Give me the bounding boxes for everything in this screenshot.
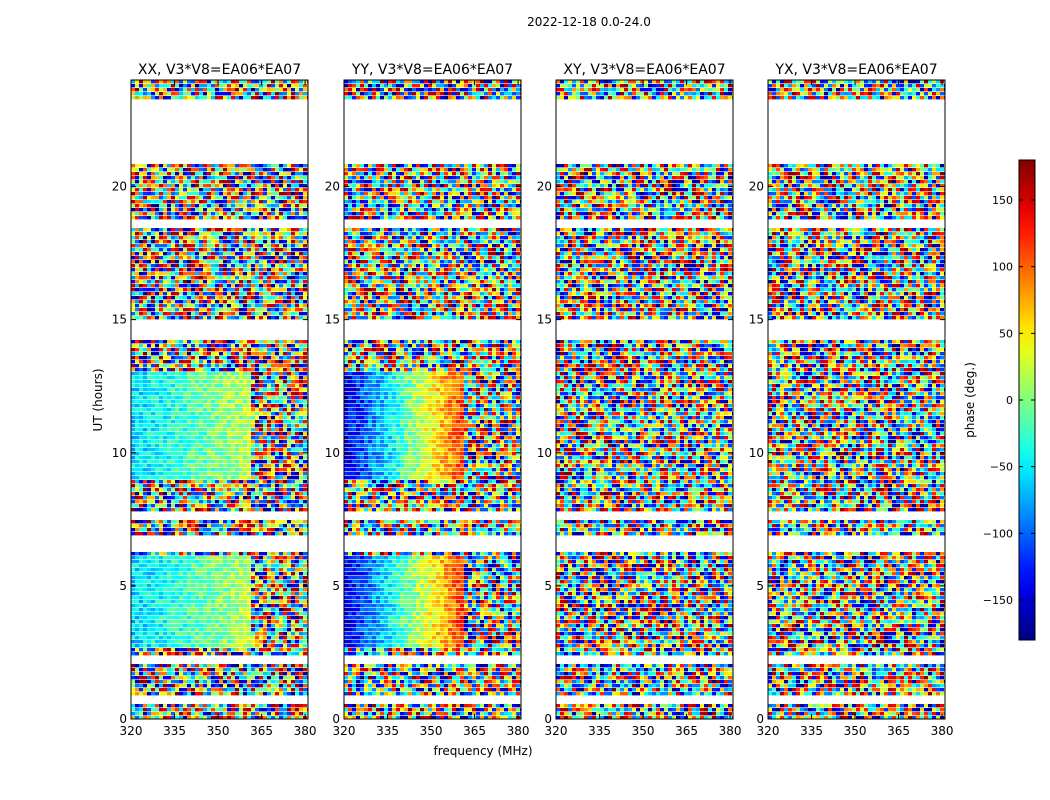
y-tick-label: 0	[544, 712, 552, 726]
x-tick-label: 365	[887, 724, 910, 738]
x-tick-label: 350	[207, 724, 230, 738]
panel-xy: XY, V3*V8=EA06*EA07 320 335 350 365 380 0 5 10 15…	[537, 62, 742, 738]
panel-frame	[130, 79, 309, 720]
y-axis-label: UT (hours)	[91, 368, 105, 431]
colorbar-tick-label: −100	[983, 527, 1013, 540]
y-tick-label: 15	[112, 313, 127, 327]
panels-group: XX, V3*V8=EA06*EA07 320 335 350 365 380 0 5 10 15…	[112, 62, 954, 738]
x-tick-label: 365	[675, 724, 698, 738]
phase-heatmap-xy	[556, 80, 733, 719]
phase-heatmap-yy	[344, 80, 521, 719]
y-tick-label: 15	[749, 313, 764, 327]
y-tick-label: 5	[119, 579, 127, 593]
y-tick-label: 5	[756, 579, 764, 593]
y-tick-label: 20	[112, 180, 127, 194]
colorbar-label: phase (deg.)	[963, 362, 977, 438]
x-tick-label: 320	[333, 724, 356, 738]
x-tick-label: 335	[376, 724, 399, 738]
x-tick-label: 350	[420, 724, 443, 738]
colorbar-tick-label: 0	[1006, 394, 1013, 407]
x-tick-label: 350	[844, 724, 867, 738]
phase-heatmap-xx	[131, 80, 308, 719]
x-tick-label: 380	[294, 724, 317, 738]
panel-yx: YX, V3*V8=EA06*EA07 320 335 350 365 380 0 5 10 15…	[749, 62, 954, 738]
y-tick-label: 10	[325, 446, 340, 460]
colorbar: 150 100 50 0 −50 −100 −150	[983, 159, 1036, 641]
y-tick-label: 0	[119, 712, 127, 726]
y-tick-label: 0	[332, 712, 340, 726]
x-tick-label: 335	[163, 724, 186, 738]
x-tick-label: 335	[588, 724, 611, 738]
x-tick-label: 380	[931, 724, 954, 738]
panel-title: YY, V3*V8=EA06*EA07	[351, 62, 513, 78]
y-tick-label: 5	[544, 579, 552, 593]
panel-frame	[555, 79, 734, 720]
x-tick-label: 380	[507, 724, 530, 738]
x-tick-label: 380	[719, 724, 742, 738]
panel-xx: XX, V3*V8=EA06*EA07 320 335 350 365 380 0 5 10 15…	[112, 62, 317, 738]
y-tick-label: 10	[749, 446, 764, 460]
panel-title: XX, V3*V8=EA06*EA07	[138, 62, 301, 78]
y-tick-label: 10	[112, 446, 127, 460]
y-tick-label: 15	[325, 313, 340, 327]
y-tick-label: 0	[756, 712, 764, 726]
colorbar-tick-label: 150	[992, 194, 1013, 207]
panel-title: YX, V3*V8=EA06*EA07	[774, 62, 937, 78]
x-tick-label: 335	[800, 724, 823, 738]
y-tick-label: 20	[537, 180, 552, 194]
panel-frame	[767, 79, 946, 720]
y-tick-label: 15	[537, 313, 552, 327]
x-tick-label: 365	[463, 724, 486, 738]
panel-frame	[343, 79, 522, 720]
x-axis-label: frequency (MHz)	[433, 744, 532, 758]
phase-heatmap-yx	[768, 80, 945, 719]
colorbar-tick-label: 100	[992, 261, 1013, 274]
x-tick-label: 365	[250, 724, 273, 738]
x-tick-label: 350	[632, 724, 655, 738]
y-tick-label: 10	[537, 446, 552, 460]
y-tick-label: 20	[325, 180, 340, 194]
panel-title: XY, V3*V8=EA06*EA07	[563, 62, 725, 78]
x-tick-label: 320	[120, 724, 143, 738]
y-tick-label: 5	[332, 579, 340, 593]
colorbar-tick-label: 50	[999, 327, 1013, 340]
colorbar-tick-label: −150	[983, 594, 1013, 607]
colorbar-tick-label: −50	[990, 461, 1013, 474]
panel-yy: YY, V3*V8=EA06*EA07 320 335 350 365 380 0 5 10 15…	[325, 62, 530, 738]
figure-title: 2022-12-18 0.0-24.0	[527, 15, 651, 29]
x-tick-label: 320	[757, 724, 780, 738]
x-tick-label: 320	[545, 724, 568, 738]
y-tick-label: 20	[749, 180, 764, 194]
